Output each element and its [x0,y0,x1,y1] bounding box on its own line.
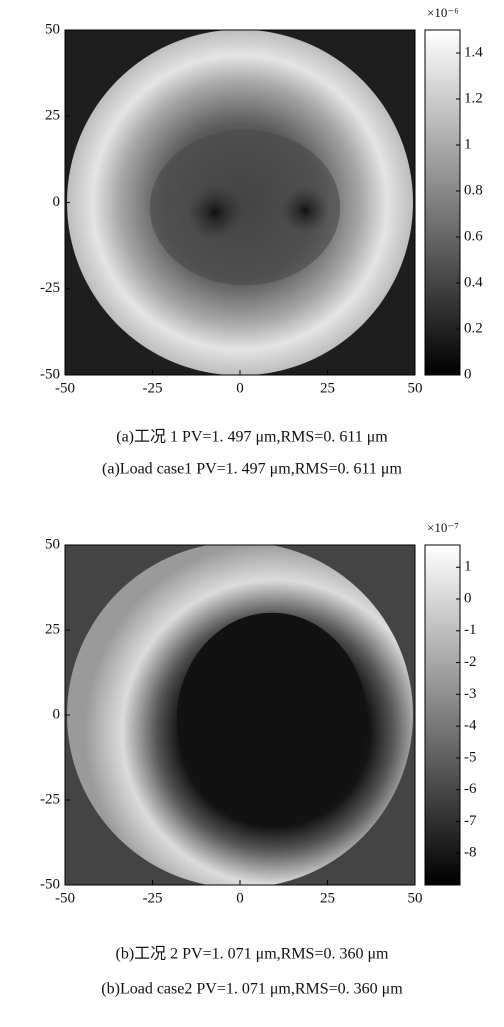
x-tick-label: 0 [236,380,244,396]
y-tick-label: -50 [40,876,60,892]
low-spot [187,184,243,241]
colorbar-tick-label: -3 [464,686,477,702]
colorbar [424,544,461,886]
colorbar [424,29,461,376]
colorbar-tick-label: 0.2 [464,320,483,336]
caption: (a)工况 1 PV=1. 497 μm,RMS=0. 611 μm [116,429,388,446]
x-tick-label: -50 [55,890,75,906]
colorbar-tick-label: -1 [464,622,477,638]
colorbar-tick-label: -4 [464,718,477,734]
colorbar-tick-label: 1 [464,136,472,152]
x-tick-label: 0 [236,890,244,906]
colorbar-tick-label: 1.4 [464,44,483,60]
center-region [149,129,341,286]
y-tick-label: 50 [45,536,60,552]
low-spot [281,186,329,235]
colorbar-tick-label: 1.2 [464,90,483,106]
colorbar-tick-label: 0 [464,366,472,382]
heatmap [65,30,415,375]
colorbar-exponent: ×10⁻⁷ [427,520,459,535]
heatmap [65,545,415,885]
colorbar-tick-label: 0.4 [464,274,483,290]
colorbar-tick-label: 0 [464,590,472,606]
x-tick-label: -25 [143,890,163,906]
y-tick-label: 0 [53,706,61,722]
colorbar-tick-label: -7 [464,813,477,829]
x-tick-label: 25 [320,380,335,396]
y-tick-label: -50 [40,366,60,382]
caption: (a)Load case1 PV=1. 497 μm,RMS=0. 611 μm [102,461,402,478]
caption: (b)Load case2 PV=1. 071 μm,RMS=0. 360 μm [101,981,403,998]
y-tick-label: 25 [45,621,60,637]
colorbar-tick-label: -8 [464,845,477,861]
x-tick-label: -25 [143,380,163,396]
colorbar-tick-label: -5 [464,749,477,765]
y-tick-label: 50 [45,21,60,37]
colorbar-tick-label: 0.6 [464,228,483,244]
colorbar-tick-label: -2 [464,654,477,670]
y-tick-label: -25 [40,791,60,807]
heatmap-image [65,30,415,375]
colorbar-tick-label: 1 [464,559,472,575]
x-tick-label: -50 [55,380,75,396]
x-tick-label: 25 [320,890,335,906]
y-tick-label: 0 [53,194,61,210]
y-tick-label: 25 [45,108,60,124]
heatmap-image [65,545,415,885]
colorbar-exponent: ×10⁻⁶ [427,5,459,20]
x-tick-label: 50 [408,890,423,906]
colorbar-tick-label: 0.8 [464,182,483,198]
center-region [176,612,368,828]
x-tick-label: 50 [408,380,423,396]
colorbar-tick-label: -6 [464,781,477,797]
y-tick-label: -25 [40,280,60,296]
caption: (b)工况 2 PV=1. 071 μm,RMS=0. 360 μm [115,946,389,963]
